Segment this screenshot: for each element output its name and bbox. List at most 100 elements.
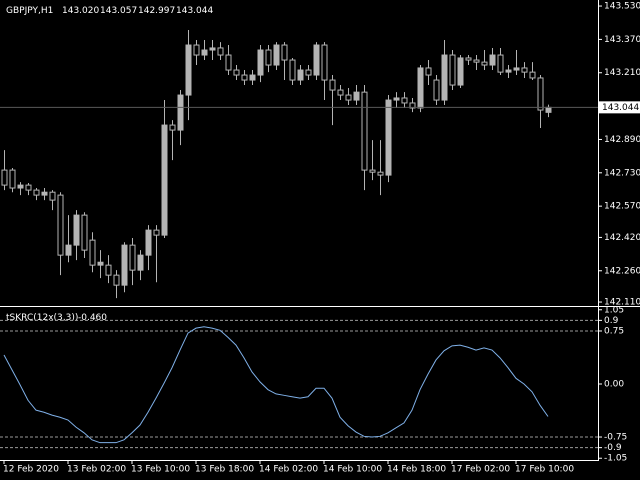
candle-body [209, 47, 216, 51]
y-tick-label: -1.05 [604, 454, 627, 464]
candle-body [153, 229, 160, 236]
candle-body [377, 171, 384, 176]
candle-body [425, 67, 432, 76]
y-tick-label: 143.370 [604, 35, 640, 45]
candle-body [513, 67, 520, 71]
candle-body [73, 214, 80, 246]
x-tick-label: 17 Feb 02:00 [451, 465, 510, 475]
indicator-title: tSKRC(12x(3,3)) [6, 313, 78, 323]
header-low: 142.997 [138, 6, 175, 16]
candle-body [489, 54, 496, 66]
candle-body [129, 244, 136, 271]
candle-body [529, 71, 536, 79]
candle-body [441, 54, 448, 101]
candle-body [225, 54, 232, 71]
y-tick-label: -0.9 [604, 443, 622, 453]
indicator-last: -0.460 [78, 313, 107, 323]
candle-body [481, 61, 488, 66]
candle-body [449, 54, 456, 86]
candle-body [121, 244, 128, 286]
candle-body [25, 184, 32, 191]
candle-body [329, 79, 336, 91]
candle-body [193, 44, 200, 56]
candle-body [161, 124, 168, 236]
candle-body [337, 89, 344, 96]
x-tick-label: 13 Feb 10:00 [131, 465, 190, 475]
candle-body [313, 44, 320, 76]
candle-body [345, 94, 352, 101]
y-tick-label: 142.420 [604, 233, 640, 243]
candle-body [1, 169, 8, 186]
candle-body [201, 49, 208, 56]
candle-body [169, 124, 176, 131]
x-tick-label: 12 Feb 2020 [3, 465, 59, 475]
candle-body [81, 214, 88, 251]
candle-body [97, 261, 104, 266]
candle-body [145, 229, 152, 256]
candle-body [393, 97, 400, 101]
header-close: 143.044 [176, 6, 213, 16]
header-open: 143.020 [62, 6, 99, 16]
x-tick-label: 17 Feb 10:00 [515, 465, 574, 475]
y-tick-label: 0.75 [604, 326, 624, 336]
candle-body [385, 99, 392, 176]
y-tick-label: 0.9 [604, 316, 619, 326]
candle-body [537, 77, 544, 111]
candle-body [265, 49, 272, 66]
y-tick-label: -0.75 [604, 433, 627, 443]
candle-body [497, 54, 504, 73]
symbol: GBPJPY,H1 [6, 6, 53, 16]
y-tick-label: 143.530 [604, 2, 640, 12]
header: GBPJPY,H1 143.020 143.057 142.997 143.04… [6, 6, 213, 16]
x-tick-label: 14 Feb 18:00 [387, 465, 446, 475]
candle-body [17, 184, 24, 189]
candle-body [105, 264, 112, 276]
candle-body [305, 69, 312, 76]
y-tick-label: 142.730 [604, 168, 640, 178]
y-tick-label: 142.260 [604, 266, 640, 276]
candle-body [505, 69, 512, 73]
candle-body [41, 191, 48, 196]
indicator-header: tSKRC(12x(3,3)) -0.460 [6, 313, 107, 323]
candle-body [65, 244, 72, 256]
y-tick-label: 142.570 [604, 202, 640, 212]
candle-body [241, 74, 248, 81]
candle-body [257, 49, 264, 76]
x-tick-label: 14 Feb 10:00 [323, 465, 382, 475]
candle-body [297, 69, 304, 81]
candle-body [57, 194, 64, 256]
candle-body [417, 67, 424, 109]
candle-body [89, 239, 96, 266]
candle-body [353, 91, 360, 101]
candle-body [401, 97, 408, 104]
candle-body [273, 44, 280, 66]
candle-body [433, 79, 440, 101]
y-tick-label: 1.05 [604, 305, 624, 315]
candle-body [369, 169, 376, 173]
candle-body [177, 94, 184, 131]
candle-body [281, 44, 288, 61]
candle-body [465, 57, 472, 61]
candle-body [361, 91, 368, 171]
candle-body [409, 102, 416, 109]
candle-body [9, 169, 16, 189]
candle-body [321, 44, 328, 81]
y-tick-label: 0.00 [604, 380, 624, 390]
candle-body [545, 106, 552, 113]
candle-body [289, 59, 296, 81]
x-tick-label: 14 Feb 02:00 [259, 465, 318, 475]
candle-body [249, 74, 256, 81]
header-high: 143.057 [100, 6, 137, 16]
candle-body [185, 44, 192, 96]
candle-body [137, 254, 144, 271]
candle-body [49, 191, 56, 201]
indicator-line [3, 326, 549, 444]
candle-body [521, 67, 528, 73]
candle-body [457, 57, 464, 86]
candle-body [233, 69, 240, 76]
last-price-box [599, 101, 640, 114]
candle-body [473, 59, 480, 63]
x-tick-label: 13 Feb 18:00 [195, 465, 254, 475]
